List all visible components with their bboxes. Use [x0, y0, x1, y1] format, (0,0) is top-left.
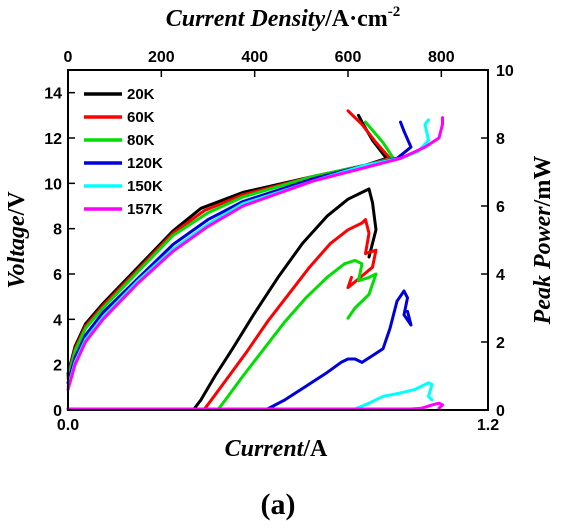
- left-tick-label: 0: [53, 403, 62, 420]
- top-tick-label: 600: [335, 49, 362, 66]
- left-tick-label: 6: [53, 267, 62, 284]
- bottom-tick-label: 0.0: [57, 417, 79, 434]
- voltage-line-157K: [66, 116, 444, 392]
- svg-text:Current Density/A·cm-2: Current Density/A·cm-2: [166, 4, 401, 32]
- left-tick-label: 2: [53, 358, 62, 375]
- top-axis-title: Current Density/A·cm-2: [166, 4, 401, 32]
- right-axis-title: Peak Power/mW: [530, 156, 556, 326]
- bottom-tick-label: 1.2: [477, 417, 499, 434]
- plot-frame: [67, 69, 489, 411]
- top-tick-label: 400: [241, 49, 268, 66]
- right-tick-label: 10: [496, 63, 514, 80]
- voltage-line-80K: [66, 120, 395, 380]
- right-axis-title-italic: Peak Power: [530, 206, 556, 326]
- left-tick-label: 10: [44, 176, 62, 193]
- left-tick-label: 8: [53, 222, 62, 239]
- legend: 20K 60K 80K 120K 150K 157K: [84, 86, 163, 218]
- left-tick-label: 4: [53, 312, 62, 329]
- right-tick-label: 6: [496, 199, 505, 216]
- bottom-axis-title: Current/A: [225, 436, 328, 462]
- legend-label-80K: 80K: [127, 132, 155, 149]
- power-line-20K: [66, 187, 378, 411]
- power-line-120K: [66, 289, 413, 411]
- voltage-line-60K: [66, 109, 392, 378]
- legend-label-120K: 120K: [127, 155, 163, 172]
- svg-text:Voltage/V: Voltage/V: [4, 191, 30, 289]
- left-axis-title-italic: Voltage: [4, 215, 30, 289]
- top-tick-label: 200: [148, 49, 175, 66]
- top-axis-title-unit: /A·cm: [324, 6, 388, 32]
- top-tick-label: 0: [64, 49, 73, 66]
- top-tick-label: 800: [428, 49, 455, 66]
- legend-label-150K: 150K: [127, 178, 163, 195]
- right-tick-label: 4: [496, 267, 505, 284]
- legend-label-20K: 20K: [127, 86, 155, 103]
- legend-label-60K: 60K: [127, 109, 155, 126]
- top-axis-title-sup: -2: [388, 4, 401, 20]
- left-tick-label: 14: [44, 86, 62, 103]
- power-line-157K: [66, 401, 444, 411]
- left-axis-title-unit: /V: [4, 191, 30, 217]
- top-axis-title-italic: Current Density: [166, 6, 326, 32]
- series-layer: [66, 109, 444, 411]
- svg-text:Peak Power/mW: Peak Power/mW: [530, 156, 556, 326]
- power-line-60K: [66, 218, 378, 411]
- right-tick-label: 8: [496, 131, 505, 148]
- left-axis-title: Voltage/V: [4, 191, 30, 289]
- voltage-line-120K: [66, 120, 413, 385]
- power-line-80K: [66, 258, 378, 411]
- right-tick-label: 0: [496, 403, 505, 420]
- bottom-axis-title-italic: Current: [225, 436, 305, 462]
- power-line-150K: [66, 381, 434, 411]
- panel-label: (a): [261, 488, 296, 521]
- right-axis-title-unit: /mW: [530, 156, 556, 208]
- left-tick-label: 12: [44, 131, 62, 148]
- right-tick-label: 2: [496, 335, 505, 352]
- svg-text:Current/A: Current/A: [225, 436, 328, 462]
- voltage-line-20K: [66, 113, 388, 376]
- legend-label-157K: 157K: [127, 201, 163, 218]
- bottom-axis-title-unit: /A: [302, 436, 328, 462]
